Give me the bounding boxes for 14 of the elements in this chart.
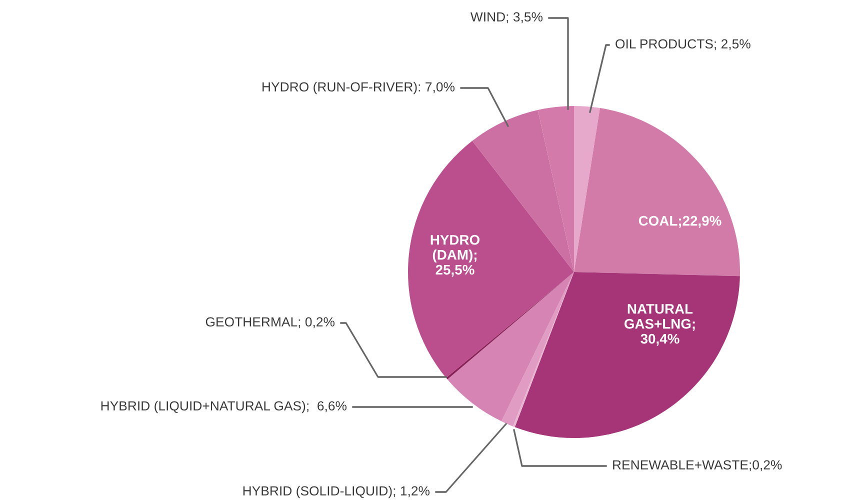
slice-label: HYDRO (DAM); 25,5% xyxy=(430,234,480,277)
pie-slice xyxy=(408,140,574,378)
pie-slice xyxy=(514,272,740,438)
slice-label: OIL PRODUCTS; 2,5% xyxy=(616,39,750,50)
slice-label: GEOTHERMAL; 0,2% xyxy=(206,317,335,328)
slice-label: RENEWABLE+WASTE;0,2% xyxy=(613,460,782,472)
slice-label: NATURAL GAS+LNG; 30,4% xyxy=(624,304,695,346)
slice-label: HYBRID (LIQUID+NATURAL GAS); 6,6% xyxy=(101,400,347,414)
slice-label: HYDRO (RUN-OF-RIVER): 7,0% xyxy=(262,82,455,94)
slice-label: HYBRID (SOLID-LIQUID); 1,2% xyxy=(243,486,430,498)
slice-label: WIND; 3,5% xyxy=(470,12,543,24)
slice-label: COAL;22,9% xyxy=(638,216,722,228)
pie-slice xyxy=(501,272,574,426)
pie-slice xyxy=(574,106,600,272)
